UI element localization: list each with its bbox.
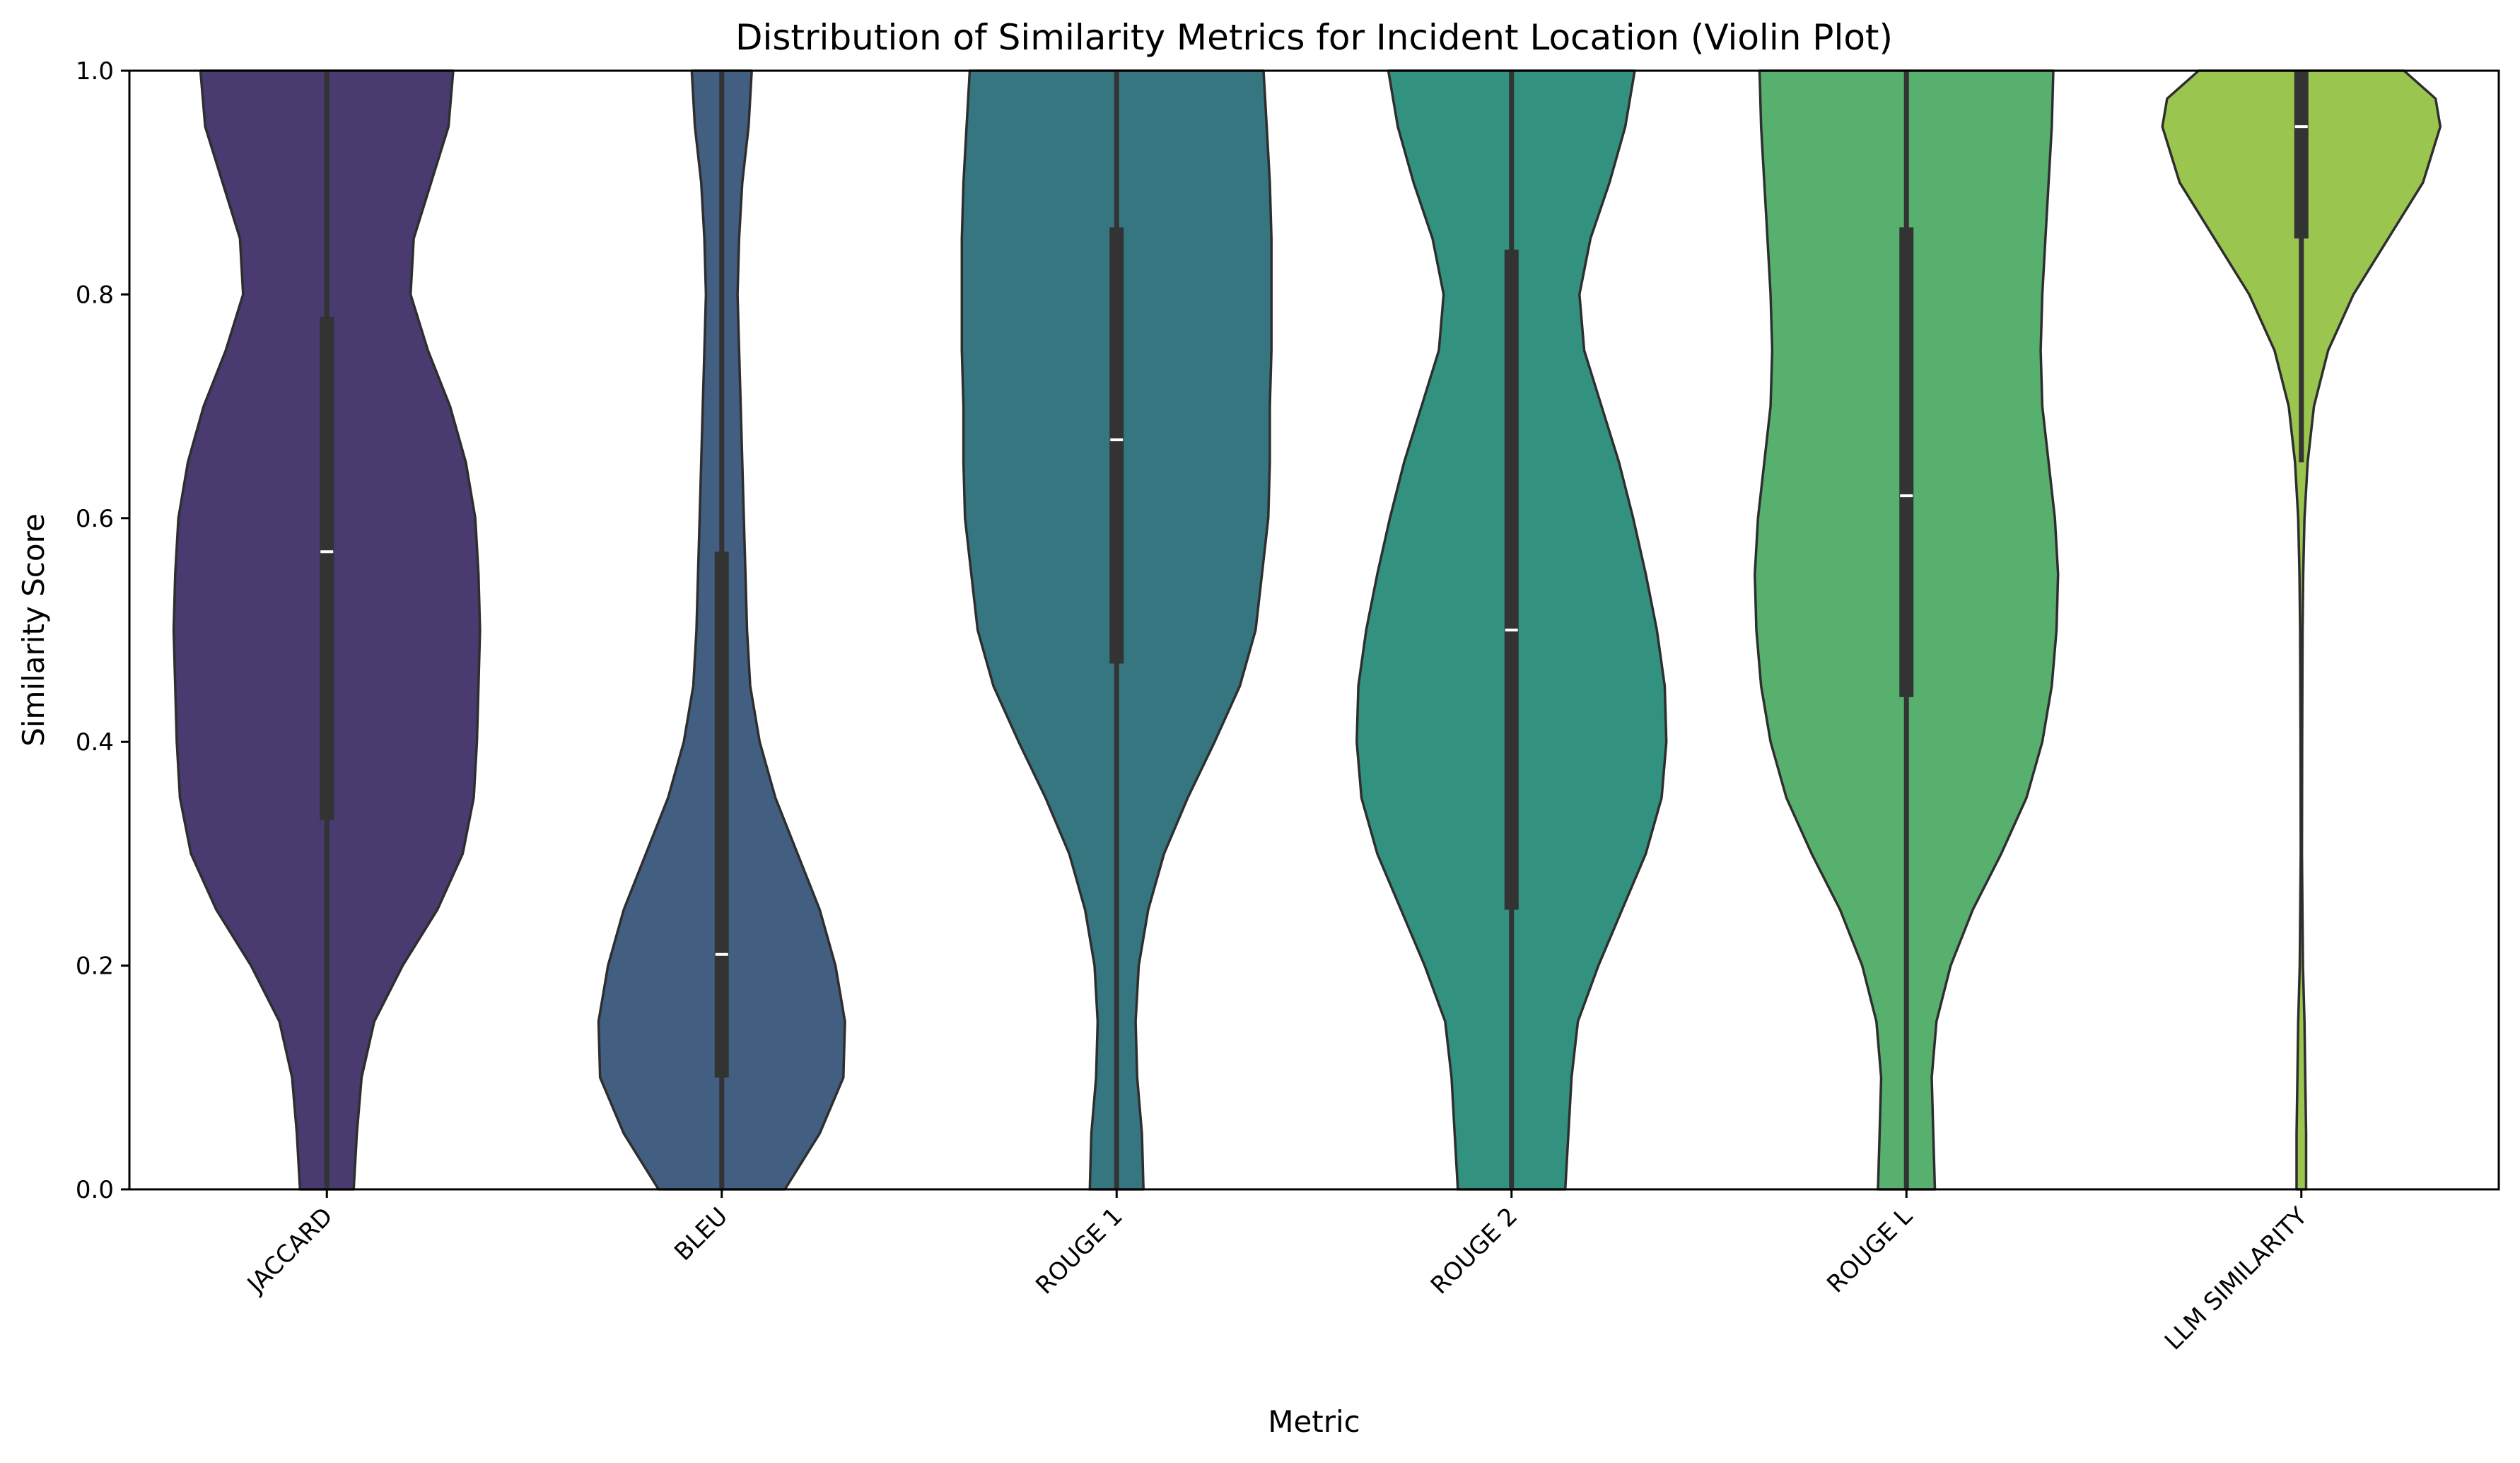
x-tick-label: LLM SIMILARITY bbox=[2159, 1202, 2313, 1356]
x-axis-label: Metric bbox=[1268, 1404, 1360, 1439]
violin-iqr-box bbox=[1899, 227, 1914, 697]
x-tick-label: JACCARD bbox=[241, 1202, 339, 1300]
y-tick-label: 0.4 bbox=[76, 728, 114, 757]
y-tick-label: 0.6 bbox=[76, 505, 114, 533]
x-tick-label: ROUGE L bbox=[1821, 1202, 1918, 1298]
violin-group bbox=[1754, 69, 2060, 1191]
y-tick-label: 0.0 bbox=[76, 1176, 114, 1204]
y-tick-label: 0.2 bbox=[76, 952, 114, 981]
violins-layer bbox=[172, 69, 2442, 1191]
x-tick-label: ROUGE 2 bbox=[1425, 1202, 1523, 1300]
violin-iqr-box bbox=[1504, 250, 1519, 910]
violin-group bbox=[2161, 69, 2442, 1191]
chart-title: Distribution of Similarity Metrics for I… bbox=[735, 17, 1893, 58]
violin-group bbox=[960, 69, 1273, 1191]
x-tick-label: ROUGE 1 bbox=[1030, 1202, 1128, 1300]
violin-iqr-box bbox=[2294, 71, 2309, 239]
violin-iqr-box bbox=[1109, 227, 1124, 664]
violin-group bbox=[597, 69, 846, 1191]
violin-iqr-box bbox=[714, 552, 729, 1078]
y-tick-label: 1.0 bbox=[76, 57, 114, 86]
y-axis-label: Similarity Score bbox=[16, 513, 51, 747]
violin-group bbox=[172, 69, 482, 1191]
plot-frame bbox=[128, 69, 2500, 1191]
x-tick-label: BLEU bbox=[669, 1202, 733, 1266]
violin-group bbox=[1355, 69, 1668, 1191]
y-tick-label: 0.8 bbox=[76, 281, 114, 309]
violin-iqr-box bbox=[320, 317, 334, 820]
